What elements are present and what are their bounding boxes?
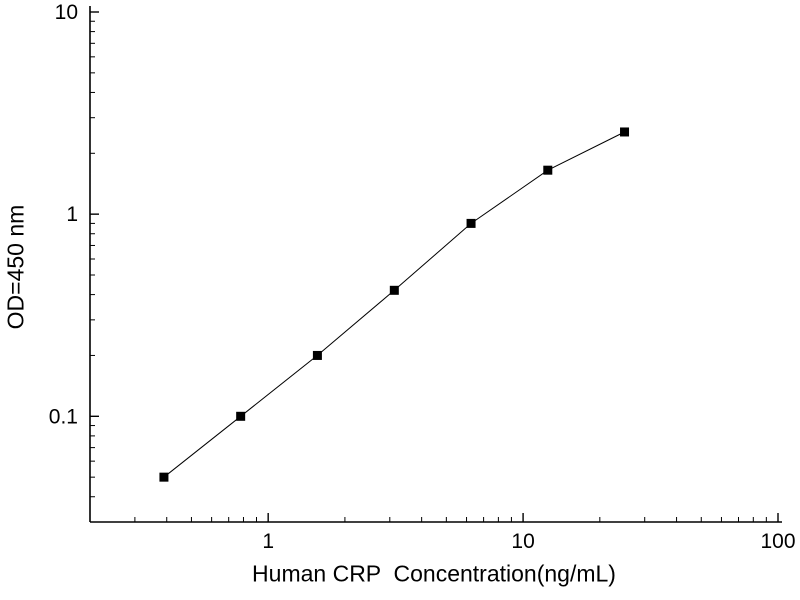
data-point-marker [543,165,553,175]
data-point-marker [236,411,246,421]
data-point-marker [159,472,169,482]
x-tick-label: 10 [511,530,534,553]
series-line [163,131,625,478]
data-point-marker [466,218,476,228]
y-tick-label: 10 [55,1,78,24]
y-tick-label: 0.1 [49,405,78,428]
data-point-marker [312,350,322,360]
y-axis-label: OD=450 nm [2,204,29,330]
x-axis-label: Human CRP Concentration(ng/mL) [252,560,616,587]
data-point-marker [620,127,630,137]
y-tick-label: 1 [66,203,78,226]
x-tick-label: 1 [262,530,274,553]
x-tick-label: 100 [760,530,795,553]
data-point-marker [389,285,399,295]
